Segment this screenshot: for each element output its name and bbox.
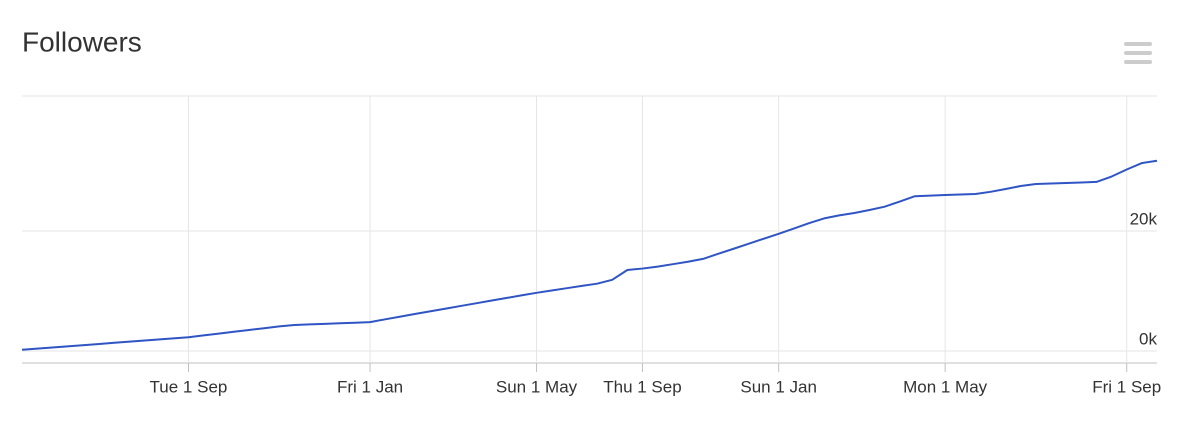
menu-bar bbox=[1124, 42, 1152, 46]
chart-title: Followers bbox=[22, 26, 142, 57]
menu-button[interactable] bbox=[1122, 40, 1154, 66]
x-tick-label: Sun 1 May bbox=[496, 377, 578, 396]
x-tick-label: Thu 1 Sep bbox=[603, 377, 681, 396]
x-tick-label: Fri 1 Sep bbox=[1092, 377, 1161, 396]
menu-bar bbox=[1124, 51, 1152, 55]
x-tick-label: Fri 1 Jan bbox=[337, 377, 403, 396]
series-line bbox=[21, 159, 1158, 351]
x-tick-label: Sun 1 Jan bbox=[740, 377, 817, 396]
y-tick-label: 0k bbox=[1139, 329, 1157, 348]
menu-bar bbox=[1124, 60, 1152, 64]
x-tick-label: Mon 1 May bbox=[903, 377, 988, 396]
y-tick-label: 20k bbox=[1130, 209, 1158, 228]
x-tick-label: Tue 1 Sep bbox=[150, 377, 228, 396]
